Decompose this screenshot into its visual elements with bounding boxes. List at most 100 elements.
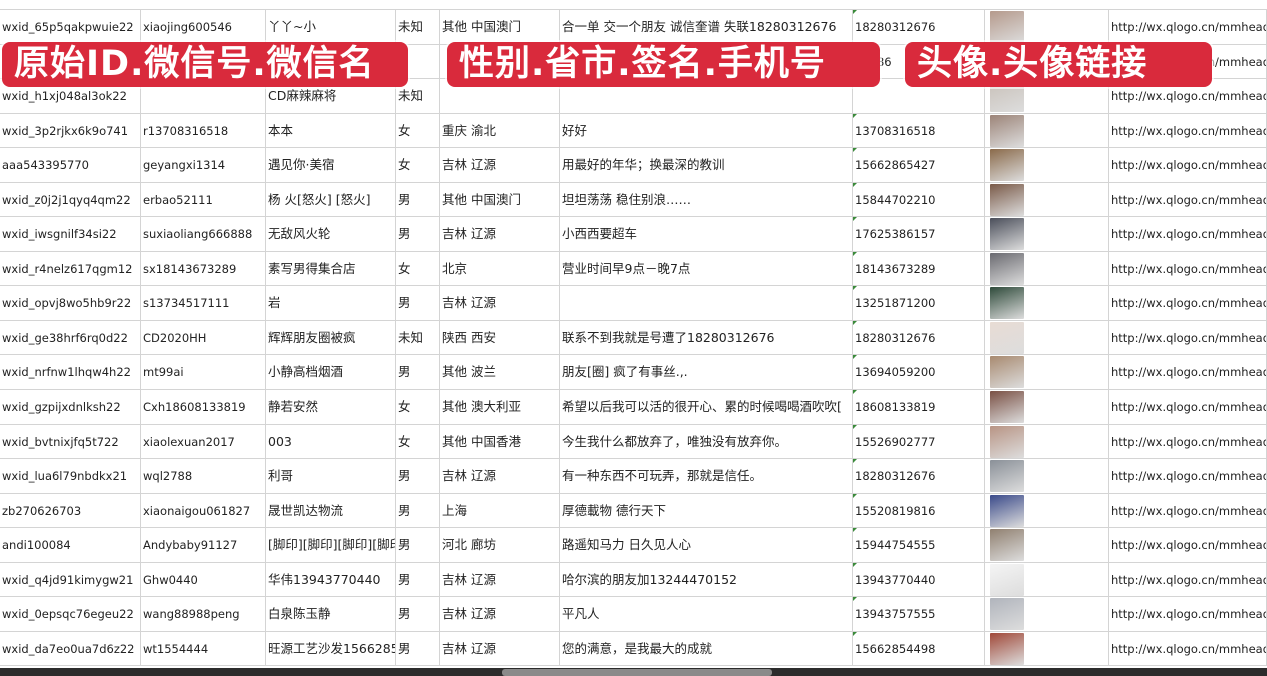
avatar-cell[interactable] xyxy=(985,251,1109,286)
gender-cell[interactable]: 未知 xyxy=(396,320,440,355)
wechat-id-cell[interactable]: Andybaby91127 xyxy=(141,528,266,562)
signature-cell[interactable]: 营业时间早9点－晚7点 xyxy=(560,251,853,286)
avatar-cell[interactable] xyxy=(985,286,1109,320)
original-id-cell[interactable]: wxid_r4nelz617qgm12 xyxy=(0,251,141,286)
gender-cell[interactable]: 女 xyxy=(396,113,440,148)
signature-cell[interactable]: 厚德載物 德行天下 xyxy=(560,493,853,528)
gender-cell[interactable]: 男 xyxy=(396,355,440,390)
wechat-id-cell[interactable]: xiaojing600546 xyxy=(141,10,266,44)
signature-cell[interactable]: 用最好的年华；换最深的教训 xyxy=(560,148,853,182)
original-id-cell[interactable]: wxid_z0j2j1qyq4qm22 xyxy=(0,182,141,217)
original-id-cell[interactable]: wxid_65p5qakpwuie22 xyxy=(0,10,141,44)
signature-cell[interactable]: 您的满意，是我最大的成就 xyxy=(560,631,853,666)
avatar-url-cell[interactable]: http://wx.qlogo.cn/mmhead xyxy=(1109,631,1267,666)
region-cell[interactable]: 吉林 辽源 xyxy=(440,217,560,251)
original-id-cell[interactable]: aaa543395770 xyxy=(0,148,141,182)
wechat-id-cell[interactable]: Cxh18608133819 xyxy=(141,390,266,424)
phone-cell[interactable]: 15662865427 xyxy=(853,148,985,182)
gender-cell[interactable]: 男 xyxy=(396,459,440,493)
original-id-cell[interactable]: wxid_ge38hrf6rq0d22 xyxy=(0,320,141,355)
avatar-cell[interactable] xyxy=(985,148,1109,182)
original-id-cell[interactable]: wxid_gzpijxdnlksh22 xyxy=(0,390,141,424)
avatar-url-cell[interactable]: http://wx.qlogo.cn/mmhead xyxy=(1109,390,1267,424)
gender-cell[interactable] xyxy=(396,44,440,79)
avatar-cell[interactable] xyxy=(985,528,1109,562)
original-id-cell[interactable]: wxid_0epsqc76egeu22 xyxy=(0,597,141,631)
avatar-url-cell[interactable]: http://wx.qlogo.cn/mmhead xyxy=(1109,562,1267,597)
avatar-url-cell[interactable]: http://wx.qlogo.cn/mmhead xyxy=(1109,251,1267,286)
wechat-name-cell[interactable]: 岩 xyxy=(266,286,396,320)
region-cell[interactable]: 其他 中国澳门 xyxy=(440,10,560,44)
signature-cell[interactable]: 小西西要超车 xyxy=(560,217,853,251)
wechat-name-cell[interactable]: 辉辉朋友圈被疯 xyxy=(266,320,396,355)
wechat-name-cell[interactable]: CD麻辣麻将 xyxy=(266,79,396,113)
gender-cell[interactable]: 男 xyxy=(396,182,440,217)
original-id-cell[interactable]: wxid_lua6l79nbdkx21 xyxy=(0,459,141,493)
original-id-cell[interactable]: wxid_h1xj048al3ok22 xyxy=(0,79,141,113)
wechat-name-cell[interactable]: 晟世凯达物流 xyxy=(266,493,396,528)
signature-cell[interactable] xyxy=(560,79,853,113)
region-cell[interactable]: 其他 中国澳门 xyxy=(440,182,560,217)
avatar-cell[interactable] xyxy=(985,320,1109,355)
wechat-name-cell[interactable]: 华伟13943770440 xyxy=(266,562,396,597)
wechat-id-cell[interactable] xyxy=(141,79,266,113)
signature-cell[interactable]: 有一种东西不可玩弄，那就是信任。 xyxy=(560,459,853,493)
wechat-name-cell[interactable]: 本本 xyxy=(266,113,396,148)
original-id-cell[interactable]: wxid_iwsgnilf34si22 xyxy=(0,217,141,251)
wechat-name-cell[interactable]: 素写男得集合店 xyxy=(266,251,396,286)
wechat-name-cell[interactable]: 遇见你·美宿 xyxy=(266,148,396,182)
signature-cell[interactable]: 朋友[圈] 疯了有事丝.,. xyxy=(560,355,853,390)
horizontal-scrollbar[interactable] xyxy=(502,669,772,676)
wechat-name-cell[interactable]: 无敌风火轮 xyxy=(266,217,396,251)
phone-cell[interactable]: 13943770440 xyxy=(853,562,985,597)
wechat-name-cell[interactable]: 利哥 xyxy=(266,459,396,493)
signature-cell[interactable] xyxy=(560,286,853,320)
avatar-cell[interactable] xyxy=(985,390,1109,424)
phone-cell[interactable]: 18280312676 xyxy=(853,459,985,493)
wechat-id-cell[interactable]: mt99ai xyxy=(141,355,266,390)
wechat-name-cell[interactable]: 白泉陈玉静 xyxy=(266,597,396,631)
phone-cell[interactable]: 15844702210 xyxy=(853,182,985,217)
avatar-url-cell[interactable]: http://wx.qlogo.cn/mmhead xyxy=(1109,113,1267,148)
region-cell[interactable]: 吉林 辽源 xyxy=(440,459,560,493)
wechat-id-cell[interactable]: CD2020HH xyxy=(141,320,266,355)
phone-cell[interactable]: 18608133819 xyxy=(853,390,985,424)
phone-cell[interactable]: 13943757555 xyxy=(853,597,985,631)
avatar-cell[interactable] xyxy=(985,631,1109,666)
signature-cell[interactable]: 联系不到我就是号遭了18280312676 xyxy=(560,320,853,355)
wechat-name-cell[interactable]: 杨 火[怒火] [怒火] xyxy=(266,182,396,217)
avatar-cell[interactable] xyxy=(985,459,1109,493)
original-id-cell[interactable]: wxid_da7eo0ua7d6z22 xyxy=(0,631,141,666)
phone-cell[interactable]: 15944754555 xyxy=(853,528,985,562)
wechat-id-cell[interactable]: wang88988peng xyxy=(141,597,266,631)
wechat-name-cell[interactable]: 小静高档烟酒 xyxy=(266,355,396,390)
signature-cell[interactable]: 合一单 交一个朋友 诚信奎谱 失联18280312676 xyxy=(560,10,853,44)
signature-cell[interactable]: 今生我什么都放弃了，唯独没有放弃你。 xyxy=(560,424,853,459)
avatar-cell[interactable] xyxy=(985,355,1109,390)
wechat-name-cell[interactable]: 003 xyxy=(266,424,396,459)
original-id-cell[interactable]: wxid_nrfnw1lhqw4h22 xyxy=(0,355,141,390)
avatar-url-cell[interactable]: http://wx.qlogo.cn/mmhead xyxy=(1109,355,1267,390)
signature-cell[interactable]: 路遥知马力 日久见人心 xyxy=(560,528,853,562)
gender-cell[interactable]: 男 xyxy=(396,217,440,251)
region-cell[interactable]: 北京 xyxy=(440,251,560,286)
wechat-name-cell[interactable]: [脚印][脚印][脚印][脚印] xyxy=(266,528,396,562)
wechat-id-cell[interactable]: sx18143673289 xyxy=(141,251,266,286)
original-id-cell[interactable]: wxid_q4jd91kimygw21 xyxy=(0,562,141,597)
avatar-cell[interactable] xyxy=(985,113,1109,148)
region-cell[interactable]: 陕西 西安 xyxy=(440,320,560,355)
gender-cell[interactable]: 未知 xyxy=(396,10,440,44)
region-cell[interactable]: 其他 波兰 xyxy=(440,355,560,390)
phone-cell[interactable]: 17625386157 xyxy=(853,217,985,251)
phone-cell[interactable]: 18143673289 xyxy=(853,251,985,286)
avatar-url-cell[interactable]: http://wx.qlogo.cn/mmhead xyxy=(1109,182,1267,217)
signature-cell[interactable]: 好好 xyxy=(560,113,853,148)
phone-cell[interactable]: 15662854498 xyxy=(853,631,985,666)
avatar-url-cell[interactable]: http://wx.qlogo.cn/mmhead xyxy=(1109,217,1267,251)
signature-cell[interactable]: 坦坦荡荡 稳住别浪…… xyxy=(560,182,853,217)
avatar-url-cell[interactable]: http://wx.qlogo.cn/mmhead xyxy=(1109,597,1267,631)
original-id-cell[interactable]: zb270626703 xyxy=(0,493,141,528)
avatar-url-cell[interactable]: http://wx.qlogo.cn/mmhead xyxy=(1109,493,1267,528)
phone-cell[interactable]: 18280312676 xyxy=(853,10,985,44)
avatar-url-cell[interactable]: http://wx.qlogo.cn/mmhead xyxy=(1109,528,1267,562)
